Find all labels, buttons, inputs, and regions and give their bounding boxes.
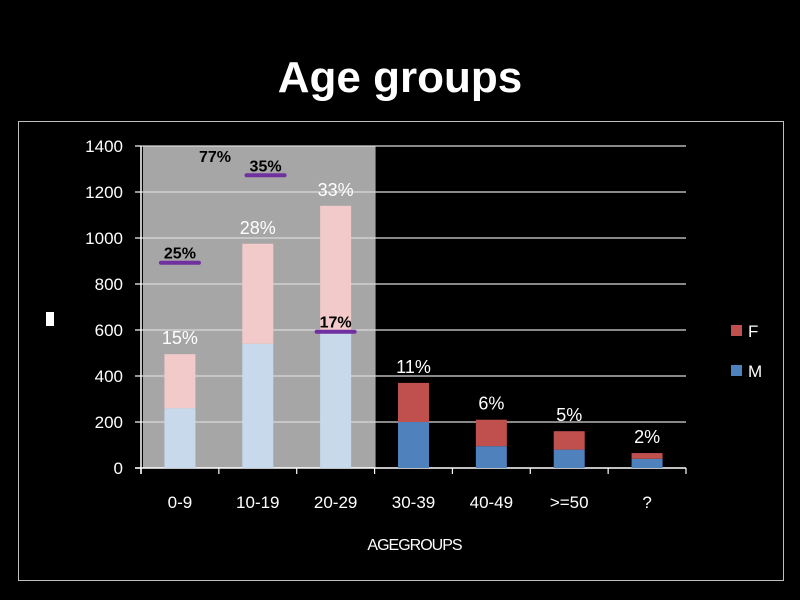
annotation-label: 77%	[199, 149, 231, 166]
bar-f-3	[398, 382, 429, 422]
data-label: 6%	[478, 394, 504, 414]
bar-chart: 0 200 400 600 800 1000 1200 1400 15% 28% 33% 11% 6% 5…	[46, 137, 762, 554]
data-label: 11%	[396, 357, 431, 377]
data-label: 2%	[634, 427, 660, 447]
y-tick-label: 600	[95, 321, 123, 340]
y-tick-label: 1000	[85, 229, 123, 248]
x-tick-label: 40-49	[470, 493, 513, 512]
annotation-label: 35%	[250, 158, 282, 175]
chart-frame: 0 200 400 600 800 1000 1200 1400 15% 28% 33% 11% 6% 5…	[18, 121, 784, 581]
legend-swatch-m	[731, 365, 742, 376]
x-tick-label: 30-39	[392, 493, 435, 512]
data-label: 28%	[240, 218, 276, 238]
data-label: 15%	[162, 328, 198, 348]
data-label: 5%	[556, 405, 582, 425]
bar-m-6	[631, 458, 663, 468]
legend-label-m: M	[748, 362, 762, 381]
data-label: 33%	[318, 180, 354, 200]
y-tick-label: 1200	[85, 183, 123, 202]
slide-title: Age groups	[277, 53, 523, 102]
bar-f-2	[320, 205, 352, 330]
bar-m-2	[320, 330, 352, 468]
bar-f-5	[553, 431, 585, 450]
y-tick-label: 0	[114, 459, 123, 478]
x-tick-label: 20-29	[314, 493, 357, 512]
bar-m-3	[398, 422, 429, 468]
annotation-label: 25%	[164, 246, 196, 263]
legend-label-f: F	[748, 322, 758, 341]
annotation-label: 17%	[320, 315, 352, 332]
y-tick-label: 200	[95, 413, 123, 432]
x-tick-label: 0-9	[168, 493, 193, 512]
legend-swatch-f	[731, 325, 742, 336]
annotation-underline	[314, 329, 357, 334]
bar-f-1	[242, 243, 274, 344]
bar-f-6	[631, 453, 663, 459]
bar-m-5	[553, 449, 585, 468]
bar-m-0	[164, 408, 196, 468]
x-tick-label: 10-19	[236, 493, 279, 512]
y-axis-title-glyph	[46, 312, 54, 326]
y-tick-label: 400	[95, 367, 123, 386]
bar-f-0	[164, 354, 196, 409]
y-tick-label: 1400	[85, 137, 123, 156]
bar-f-4	[475, 419, 507, 447]
annotation-underline	[158, 260, 201, 265]
bar-m-4	[475, 446, 507, 468]
bar-m-1	[242, 343, 274, 468]
y-tick-label: 800	[95, 275, 123, 294]
annotation-underline	[244, 173, 287, 178]
x-tick-label: >=50	[550, 493, 589, 512]
x-axis-title: AGEGROUPS	[367, 537, 461, 554]
x-tick-label: ?	[642, 493, 651, 512]
